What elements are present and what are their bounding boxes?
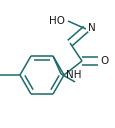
Text: HO: HO	[49, 16, 64, 26]
Text: O: O	[99, 56, 107, 66]
Text: N: N	[87, 23, 95, 33]
Text: NH: NH	[65, 70, 81, 80]
